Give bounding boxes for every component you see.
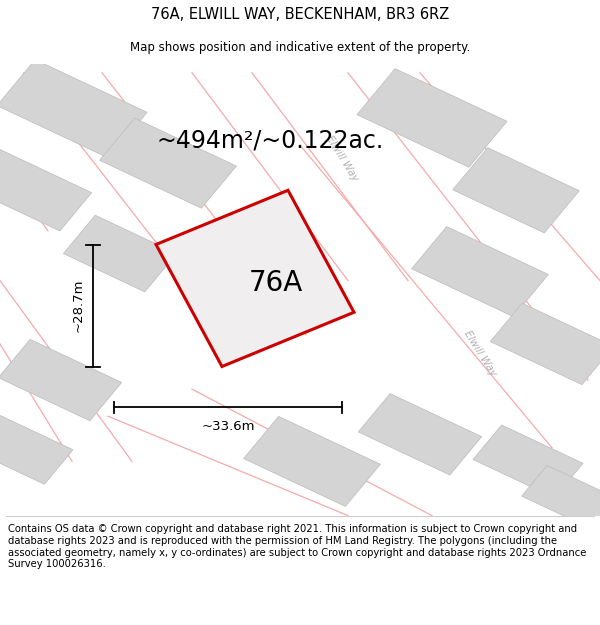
Text: ~33.6m: ~33.6m	[201, 420, 255, 433]
Polygon shape	[521, 466, 600, 529]
Polygon shape	[490, 303, 600, 384]
Text: 76A: 76A	[249, 269, 303, 297]
Polygon shape	[0, 339, 122, 421]
Polygon shape	[156, 190, 354, 366]
Polygon shape	[473, 425, 583, 498]
Text: Contains OS data © Crown copyright and database right 2021. This information is : Contains OS data © Crown copyright and d…	[8, 524, 586, 569]
Text: ~28.7m: ~28.7m	[71, 279, 85, 332]
Polygon shape	[358, 394, 482, 475]
Polygon shape	[64, 215, 176, 292]
Polygon shape	[244, 416, 380, 506]
Polygon shape	[0, 411, 73, 484]
Text: Elwill Way: Elwill Way	[462, 328, 498, 378]
Text: 76A, ELWILL WAY, BECKENHAM, BR3 6RZ: 76A, ELWILL WAY, BECKENHAM, BR3 6RZ	[151, 6, 449, 21]
Polygon shape	[0, 59, 147, 158]
Text: Map shows position and indicative extent of the property.: Map shows position and indicative extent…	[130, 41, 470, 54]
Polygon shape	[0, 149, 92, 231]
Text: Elwill Way: Elwill Way	[324, 134, 360, 183]
Polygon shape	[412, 227, 548, 317]
Polygon shape	[100, 118, 236, 208]
Polygon shape	[453, 148, 579, 233]
Text: ~494m²/~0.122ac.: ~494m²/~0.122ac.	[157, 129, 383, 152]
Polygon shape	[357, 69, 507, 168]
